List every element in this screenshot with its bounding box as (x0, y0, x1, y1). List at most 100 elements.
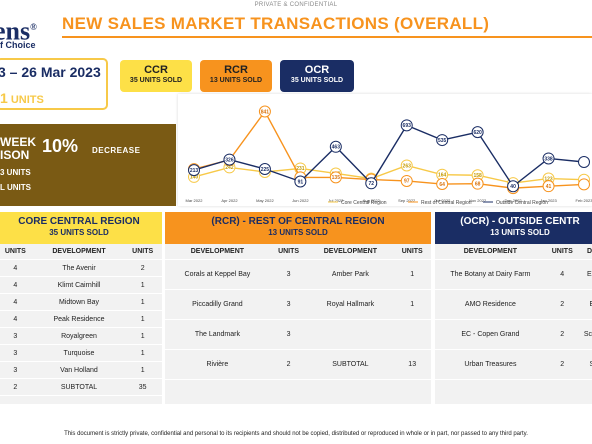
ocr-table: DEVELOPMENT UNITS DE The Botany at Dairy… (435, 244, 592, 380)
x-tick-label: Sep 2022 (398, 198, 416, 203)
data-point (294, 175, 307, 188)
table-cell: 2 (286, 361, 291, 368)
legend-label: Outside Central Region (496, 200, 548, 206)
col-header: UNITS (551, 248, 573, 255)
data-point (542, 152, 555, 165)
table-row: Piccadilly Grand 3 Royal Hallmark 1 (165, 290, 431, 320)
table-row: 4 Klimt Cairnhill 1 (0, 277, 162, 294)
data-point (223, 153, 236, 166)
table-cell: The Botany at Dairy Farm (450, 271, 531, 278)
col-header: DEVELOPMENT (52, 248, 106, 255)
data-label: 620 (473, 130, 482, 136)
title-underline (62, 36, 592, 38)
data-label: 693 (403, 123, 412, 129)
week-comparison-label: WEEK ISON (0, 135, 36, 162)
col-header: DE (586, 248, 592, 255)
data-point (400, 119, 413, 132)
table-cell: 1 (140, 298, 145, 306)
table-cell: 3 (286, 331, 291, 338)
data-point (258, 105, 271, 118)
legend-label: Rest of Central Region (421, 200, 472, 206)
ocr-panel-title: (OCR) - OUTSIDE CENTR (460, 216, 580, 227)
brand-tagline: f Choice (0, 40, 36, 50)
table-cell: 1 (140, 332, 145, 340)
table-cell (393, 320, 431, 350)
table-cell: Corals at Keppel Bay (184, 271, 251, 278)
ccr-name: CCR (144, 64, 168, 76)
table-cell: AMO Residence (464, 301, 516, 308)
rcr-panel-title: (RCR) - REST OF CENTRAL REGION (211, 216, 385, 227)
x-tick-label: Aug 2022 (363, 198, 381, 203)
data-point (329, 140, 342, 153)
table-cell: EC (586, 271, 592, 278)
data-label: 338 (544, 156, 553, 162)
x-tick-label: Mar 2022 (186, 198, 204, 203)
table-cell: 2 (560, 301, 565, 308)
table-row: AMO Residence 2 E (435, 290, 592, 320)
x-tick-label: Nov 2022 (469, 198, 487, 203)
page-title: NEW SALES MARKET TRANSACTIONS (OVERALL) (62, 14, 490, 33)
data-point (471, 177, 484, 190)
table-cell: 13 (408, 361, 417, 368)
table-cell: 1 (140, 281, 145, 289)
col-header: UNITS (132, 248, 154, 255)
data-point (507, 180, 520, 193)
data-label: 140 (190, 175, 199, 181)
data-point (329, 171, 342, 184)
table-cell: 2 (560, 331, 565, 338)
table-cell: 4 (13, 281, 18, 289)
table-cell: 1 (410, 271, 415, 278)
col-header: DEVELOPMENT (190, 248, 245, 255)
table-cell: E (589, 301, 592, 308)
table-cell: 4 (13, 264, 18, 272)
data-label: 326 (225, 157, 234, 163)
x-tick-label: Dec 2022 (505, 198, 523, 203)
table-cell: 4 (13, 298, 18, 306)
ocr-name: OCR (304, 64, 330, 76)
table-cell: Rivière (206, 361, 229, 368)
data-label: 213 (190, 168, 199, 174)
table-cell: Royal Hallmark (326, 301, 375, 308)
data-label: 463 (332, 145, 341, 151)
rcr-panel-subtitle: 13 UNITS SOLD (268, 228, 328, 237)
table-row: 3 Royalgreen 1 (0, 328, 162, 345)
data-point (258, 163, 271, 175)
ccr-count: 35 UNITS SOLD (129, 77, 183, 84)
table-row: Rivière 2 SUBTOTAL 13 (165, 350, 431, 380)
col-header: UNITS (278, 248, 300, 255)
x-tick-label: Apr 2022 (221, 198, 238, 203)
ocr-table-panel: DEVELOPMENT UNITS DE The Botany at Dairy… (435, 244, 592, 404)
x-tick-label: Jan 2023 (540, 198, 557, 203)
data-label: 164 (438, 172, 447, 178)
sales-trend-chart: Mar 2022 Apr 2022 May 2022 Jun 2022 Jul 2022… (178, 94, 592, 206)
data-point (400, 159, 413, 172)
x-tick-label: Feb 2023 (576, 198, 592, 203)
x-tick-label: Jul 2022 (328, 198, 344, 203)
table-cell: 3 (13, 366, 18, 374)
data-label: 64 (439, 182, 445, 188)
data-label: 135 (332, 175, 341, 181)
data-label: 242 (225, 165, 234, 171)
ocr-panel-subtitle: 13 UNITS SOLD (490, 228, 550, 237)
table-cell: SUBTOTAL (60, 383, 98, 391)
table-cell: Turquoise (63, 349, 95, 357)
data-label: 225 (261, 167, 270, 173)
table-row: Urban Treasures 2 S (435, 350, 592, 380)
table-cell: Urban Treasures (464, 361, 517, 368)
data-label: 263 (403, 163, 412, 169)
change-line-2: L UNITS (0, 183, 31, 192)
table-cell: 1 (140, 349, 145, 357)
table-cell: The Landmark (194, 331, 240, 338)
table-cell: 3 (286, 271, 291, 278)
x-tick-label: Oct 2022 (434, 198, 451, 203)
data-label: 231 (296, 166, 305, 172)
table-cell: 3 (286, 301, 291, 308)
rcr-table: DEVELOPMENT UNITS DEVELOPMENT UNITS Cora… (165, 244, 431, 380)
brand-logo: ens® (0, 16, 37, 46)
table-cell: Piccadilly Grand (192, 301, 243, 308)
ccr-panel-title: CORE CENTRAL REGION (18, 216, 140, 227)
ccr-summary-badge: CCR 35 UNITS SOLD (120, 60, 192, 92)
data-point (400, 174, 413, 187)
ccr-panel-subtitle: 35 UNITS SOLD (49, 228, 109, 237)
change-direction: DECREASE (92, 146, 141, 155)
